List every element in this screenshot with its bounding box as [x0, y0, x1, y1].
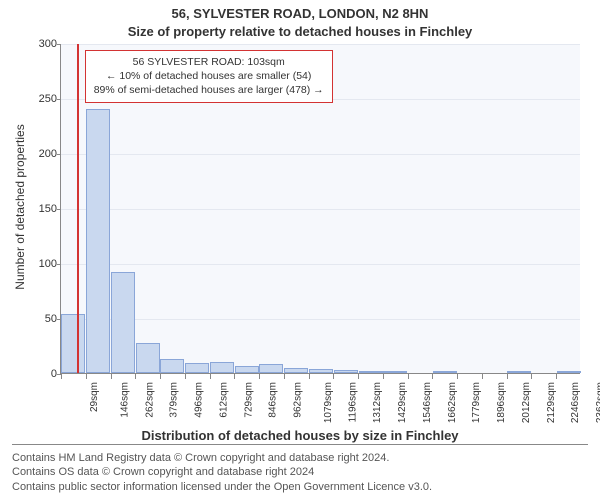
- x-tick-mark: [111, 373, 112, 379]
- x-tick-mark: [259, 373, 260, 379]
- x-tick-mark: [135, 373, 136, 379]
- histogram-bar: [284, 368, 308, 374]
- annotation-line-1: 56 SYLVESTER ROAD: 103sqm: [94, 55, 324, 69]
- x-tick-mark: [556, 373, 557, 379]
- x-tick-label: 1779sqm: [472, 382, 483, 423]
- annotation-line-3: 89% of semi-detached houses are larger (…: [94, 83, 324, 97]
- histogram-bar: [210, 362, 234, 373]
- x-tick-mark: [457, 373, 458, 379]
- annotation-box: 56 SYLVESTER ROAD: 103sqm ← 10% of detac…: [85, 50, 333, 103]
- y-tick-label: 200: [29, 148, 57, 160]
- x-tick-label: 379sqm: [169, 382, 180, 418]
- x-tick-label: 1312sqm: [373, 382, 384, 423]
- x-tick-mark: [432, 373, 433, 379]
- histogram-bar: [86, 109, 110, 373]
- y-tick-label: 50: [29, 313, 57, 325]
- footer-line-3: Contains public sector information licen…: [12, 480, 588, 494]
- x-tick-mark: [358, 373, 359, 379]
- chart-container: 56, SYLVESTER ROAD, LONDON, N2 8HN Size …: [0, 0, 600, 500]
- x-tick-mark: [284, 373, 285, 379]
- page-title: 56, SYLVESTER ROAD, LONDON, N2 8HN: [0, 6, 600, 21]
- x-tick-mark: [309, 373, 310, 379]
- y-tick-label: 150: [29, 203, 57, 215]
- histogram-bar: [235, 366, 259, 373]
- plot-area: 05010015020025030029sqm146sqm262sqm379sq…: [60, 44, 580, 374]
- y-tick-mark: [57, 209, 61, 210]
- y-tick-label: 0: [29, 368, 57, 380]
- x-tick-mark: [333, 373, 334, 379]
- x-tick-label: 612sqm: [218, 382, 229, 418]
- histogram-bar: [309, 369, 333, 373]
- x-tick-label: 2129sqm: [546, 382, 557, 423]
- x-tick-label: 29sqm: [89, 382, 100, 412]
- x-axis-label: Distribution of detached houses by size …: [0, 428, 600, 443]
- x-tick-label: 1546sqm: [422, 382, 433, 423]
- x-tick-mark: [61, 373, 62, 379]
- x-tick-label: 962sqm: [293, 382, 304, 418]
- x-tick-label: 262sqm: [144, 382, 155, 418]
- y-tick-mark: [57, 154, 61, 155]
- histogram-bar: [61, 314, 85, 373]
- x-tick-mark: [185, 373, 186, 379]
- x-tick-mark: [234, 373, 235, 379]
- y-tick-mark: [57, 44, 61, 45]
- histogram-bar: [383, 371, 407, 373]
- histogram-bar: [557, 371, 581, 373]
- y-tick-label: 250: [29, 93, 57, 105]
- x-tick-mark: [160, 373, 161, 379]
- y-tick-label: 100: [29, 258, 57, 270]
- histogram-bar: [507, 371, 531, 373]
- x-tick-label: 2246sqm: [571, 382, 582, 423]
- histogram-bar: [111, 272, 135, 373]
- gridline: [61, 264, 580, 265]
- histogram-bar: [160, 359, 184, 373]
- annotation-line-2: ← 10% of detached houses are smaller (54…: [94, 69, 324, 83]
- x-tick-label: 496sqm: [194, 382, 205, 418]
- gridline: [61, 44, 580, 45]
- histogram-bar: [359, 371, 383, 373]
- y-tick-label: 300: [29, 38, 57, 50]
- footer-line-1: Contains HM Land Registry data © Crown c…: [12, 451, 588, 465]
- x-tick-label: 1196sqm: [347, 382, 358, 422]
- page-subtitle: Size of property relative to detached ho…: [0, 24, 600, 39]
- x-tick-label: 2362sqm: [595, 382, 600, 423]
- histogram-bar: [259, 364, 283, 373]
- histogram-bar: [136, 343, 160, 373]
- histogram-bar: [334, 370, 358, 373]
- x-tick-label: 1079sqm: [323, 382, 334, 423]
- x-tick-mark: [507, 373, 508, 379]
- gridline: [61, 209, 580, 210]
- x-tick-label: 1429sqm: [397, 382, 408, 423]
- x-tick-mark: [531, 373, 532, 379]
- x-tick-mark: [482, 373, 483, 379]
- x-tick-label: 146sqm: [119, 382, 130, 418]
- x-tick-label: 1896sqm: [496, 382, 507, 423]
- x-tick-mark: [86, 373, 87, 379]
- x-tick-mark: [408, 373, 409, 379]
- marker-line: [77, 44, 79, 373]
- x-tick-label: 2012sqm: [521, 382, 532, 423]
- x-tick-label: 729sqm: [243, 382, 254, 418]
- y-axis-label: Number of detached properties: [13, 77, 27, 337]
- histogram-bar: [433, 371, 457, 373]
- x-tick-mark: [210, 373, 211, 379]
- histogram-bar: [185, 363, 209, 373]
- x-tick-label: 846sqm: [268, 382, 279, 418]
- footer-line-2: Contains OS data © Crown copyright and d…: [12, 465, 588, 479]
- x-tick-label: 1662sqm: [447, 382, 458, 423]
- y-tick-mark: [57, 99, 61, 100]
- footer: Contains HM Land Registry data © Crown c…: [12, 444, 588, 494]
- gridline: [61, 154, 580, 155]
- gridline: [61, 319, 580, 320]
- y-tick-mark: [57, 264, 61, 265]
- x-tick-mark: [383, 373, 384, 379]
